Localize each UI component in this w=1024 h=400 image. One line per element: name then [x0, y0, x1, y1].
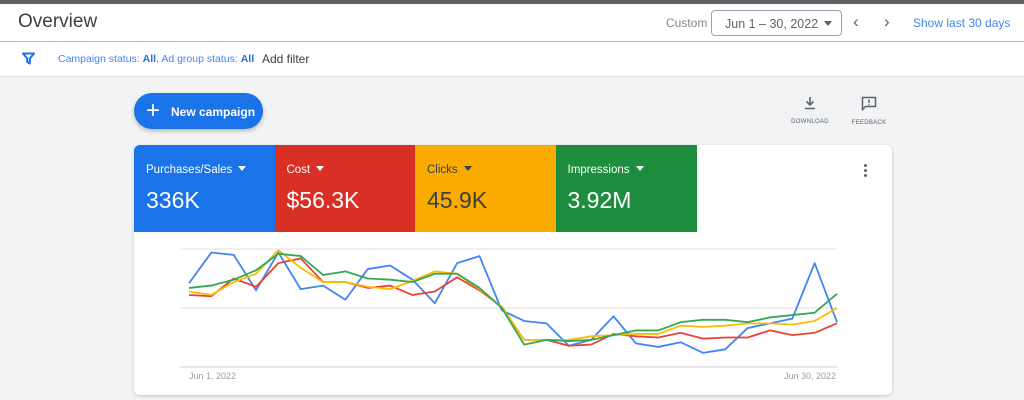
caret-down-icon [238, 166, 247, 171]
download-icon [805, 97, 815, 110]
add-filter-button[interactable]: Add filter [262, 52, 310, 66]
metric-tile-clicks[interactable]: Clicks 45.9K [415, 145, 556, 232]
caret-down-icon [316, 166, 325, 171]
metric-label: Impressions [567, 164, 630, 176]
chevron-down-icon [824, 21, 832, 26]
download-button[interactable]: DOWNLOAD [780, 96, 840, 125]
series-line-purchases-sales [188, 251, 838, 354]
metric-name[interactable]: Cost [287, 164, 325, 176]
plus-icon: + [146, 97, 161, 124]
metric-label: Purchases/Sales [146, 164, 233, 176]
date-range-value: Jun 1 – 30, 2022 [725, 17, 819, 31]
show-last-30-days-link[interactable]: Show last 30 days [913, 16, 1011, 30]
feedback-label: FEEDBACK [851, 120, 887, 126]
filter-bar: Campaign status: All, Ad group status: A… [0, 42, 1024, 77]
series-line-cost [188, 257, 838, 347]
metric-value: 45.9K [427, 187, 488, 213]
filter-icon[interactable] [22, 52, 35, 65]
feedback-icon [861, 96, 877, 112]
metric-value: 3.92M [567, 187, 632, 213]
campaign-status-value: All [142, 53, 157, 65]
metric-tile-impressions[interactable]: Impressions 3.92M [555, 145, 697, 232]
active-filters[interactable]: Campaign status: All, Ad group status: A… [58, 53, 254, 65]
metric-tile-cost[interactable]: Cost $56.3K [274, 145, 416, 232]
metric-name[interactable]: Impressions [568, 164, 644, 176]
range-type-label: Custom [666, 16, 708, 30]
feedback-button[interactable]: FEEDBACK [839, 96, 899, 126]
ad-group-status-value: All [240, 53, 255, 65]
performance-line-chart [180, 248, 838, 368]
header: Overview Custom Jun 1 – 30, 2022 ‹ › Sho… [0, 4, 1024, 42]
x-axis-start-label: Jun 1, 2022 [189, 371, 237, 381]
date-range-select[interactable]: Jun 1 – 30, 2022 [711, 10, 842, 36]
campaign-status-label: Campaign status: [58, 53, 143, 65]
download-label: DOWNLOAD [791, 119, 829, 125]
more-options-icon[interactable] [864, 164, 870, 179]
metric-name[interactable]: Purchases/Sales [146, 164, 247, 176]
performance-card: Purchases/Sales 336K Cost $56.3K Clicks 45.9K… [134, 145, 892, 395]
new-campaign-label: New campaign [171, 105, 256, 119]
metric-label: Clicks [427, 164, 458, 176]
previous-period-button[interactable]: ‹ [853, 12, 859, 31]
next-period-button[interactable]: › [884, 12, 890, 31]
metric-tile-purchases-sales[interactable]: Purchases/Sales 336K [134, 145, 275, 232]
metric-value: 336K [146, 187, 200, 213]
metric-label: Cost [286, 164, 311, 176]
new-campaign-button[interactable]: + New campaign [134, 93, 263, 129]
ad-group-status-label: , Ad group status: [156, 53, 241, 65]
series-line-impressions [188, 252, 838, 346]
page-title: Overview [18, 11, 98, 32]
series-line-clicks [188, 249, 838, 341]
metric-name[interactable]: Clicks [427, 164, 472, 176]
caret-down-icon [635, 166, 644, 171]
x-axis-end-label: Jun 30, 2022 [784, 371, 837, 381]
metric-value: $56.3K [286, 187, 360, 213]
window-top-border [0, 0, 1024, 4]
caret-down-icon [463, 166, 472, 171]
